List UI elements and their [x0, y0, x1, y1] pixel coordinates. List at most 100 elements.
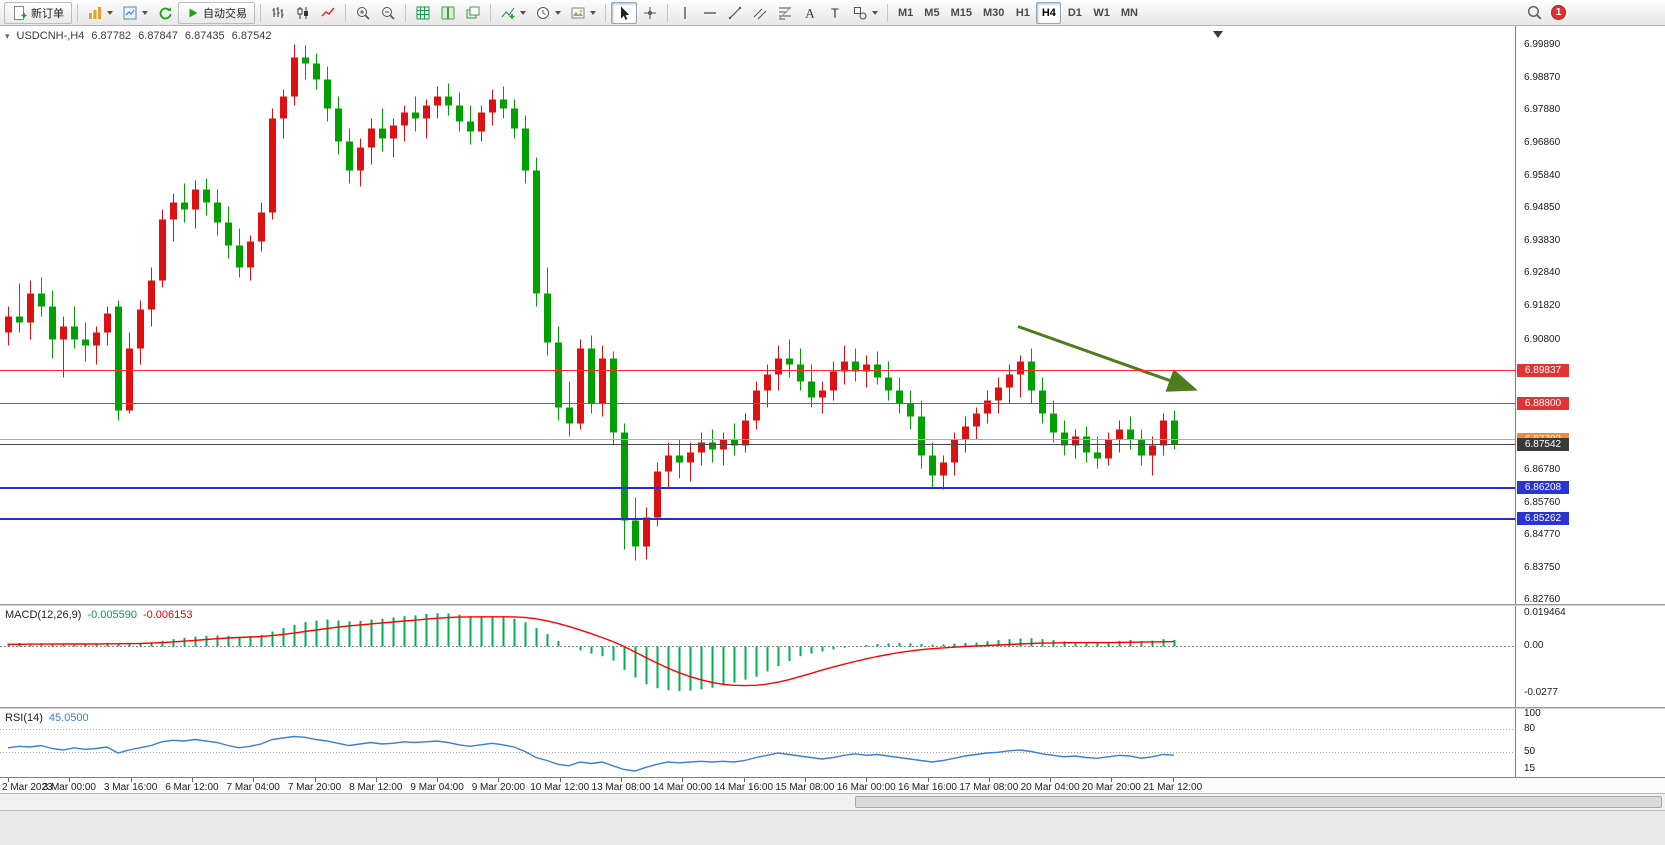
chevron-down-icon [872, 10, 878, 15]
price-axis-label: 6.82760 [1524, 593, 1561, 605]
time-axis-tick [989, 778, 990, 782]
cursor-icon [621, 6, 630, 20]
new-order-label: 新订单 [31, 7, 64, 20]
one-click-trading-toggle[interactable]: ▾ [5, 30, 10, 41]
candlestick-chart-button[interactable] [291, 2, 315, 24]
timeframe-button-m15[interactable]: M15 [946, 2, 977, 24]
zoom-out-button[interactable] [376, 2, 400, 24]
chevron-down-icon [555, 10, 561, 15]
time-axis-label: 21 Mar 12:00 [1143, 782, 1203, 793]
time-axis-tick [131, 778, 132, 782]
bar-chart-button[interactable] [266, 2, 290, 24]
horizontal-level-line[interactable] [0, 517, 1515, 520]
price-axis-badge: 6.86208 [1517, 481, 1569, 494]
timeframe-button-h4[interactable]: H4 [1036, 1, 1062, 24]
crosshair-tool-button[interactable] [638, 2, 662, 24]
timeframe-group: M1 M5 M15 M30 H1 H4 D1 W1 MN [893, 1, 1143, 24]
templates-button[interactable] [566, 2, 600, 24]
shapes-tool-button[interactable] [848, 2, 882, 24]
new-order-button[interactable]: 新订单 [4, 1, 72, 24]
text-tool-button[interactable]: A [798, 2, 822, 24]
time-axis-tick [621, 778, 622, 782]
notification-badge[interactable]: 1 [1551, 5, 1566, 20]
line-chart-icon [321, 7, 335, 17]
grid-button[interactable] [411, 2, 435, 24]
time-axis-label: 8 Mar 12:00 [349, 782, 403, 793]
price-axis[interactable]: 6.99890 6.98870 6.97880 6.96860 6.95840 6.948… [1515, 26, 1665, 777]
timeframe-button-w1[interactable]: W1 [1088, 2, 1115, 24]
price-axis-label: 6.93830 [1524, 234, 1561, 246]
time-axis[interactable]: 2 Mar 2023 3 Mar 00:00 3 Mar 16:00 6 Mar 12… [0, 777, 1665, 793]
timeframe-button-m1[interactable]: M1 [893, 2, 918, 24]
time-axis-tick [437, 778, 438, 782]
cascade-windows-button[interactable] [461, 2, 485, 24]
rsi-name: RSI(14) [5, 712, 43, 724]
chevron-down-icon [520, 10, 526, 15]
vertical-line-tool-button[interactable] [673, 2, 697, 24]
open-value: 6.87782 [91, 30, 132, 42]
new-chart-button[interactable] [83, 2, 117, 24]
current-price-line[interactable] [0, 444, 1515, 445]
timeframe-button-h1[interactable]: H1 [1010, 2, 1035, 24]
horizontal-scrollbar[interactable] [0, 793, 1665, 810]
level-lines-layer [0, 26, 1515, 604]
chart-shift-marker[interactable] [1213, 31, 1223, 38]
macd-label: MACD(12,26,9) -0.005590 -0.006153 [5, 609, 193, 621]
time-axis-tick [8, 778, 9, 782]
cursor-tool-button[interactable] [611, 1, 637, 24]
chevron-down-icon [590, 10, 596, 15]
zoom-in-button[interactable] [351, 2, 375, 24]
scrollbar-thumb[interactable] [855, 796, 1662, 808]
time-axis-tick [1173, 778, 1174, 782]
main-toolbar: 新订单 自动交易 [0, 0, 1665, 26]
time-axis-tick [315, 778, 316, 782]
refresh-button[interactable] [153, 2, 177, 24]
candlestick-chart-pane[interactable]: ▾ USDCNH-,H4 6.87782 6.87847 6.87435 6.8… [0, 26, 1515, 604]
price-axis-badge: 6.89837 [1517, 364, 1569, 377]
channel-icon [753, 8, 767, 19]
timeframe-button-mn[interactable]: MN [1116, 2, 1143, 24]
pane-separator[interactable] [0, 707, 1665, 709]
time-axis-label: 3 Mar 16:00 [103, 782, 158, 793]
horizontal-level-line[interactable] [0, 403, 1515, 404]
macd-pane[interactable]: MACD(12,26,9) -0.005590 -0.006153 [0, 606, 1515, 707]
price-axis-label: 6.86780 [1524, 463, 1561, 475]
zoom-in-icon [357, 6, 370, 20]
rsi-value: 45.0500 [48, 712, 89, 724]
horizontal-line-tool-button[interactable] [698, 2, 722, 24]
macd-plot[interactable] [0, 606, 1515, 707]
profiles-button[interactable] [118, 2, 152, 24]
timeframe-button-m30[interactable]: M30 [978, 2, 1009, 24]
price-axis-label: 6.98870 [1524, 71, 1561, 83]
horizontal-level-line[interactable] [0, 439, 1515, 440]
new-order-icon [14, 5, 27, 20]
search-icon[interactable] [1526, 4, 1543, 21]
tile-windows-button[interactable] [436, 2, 460, 24]
rsi-pane[interactable]: RSI(14) 45.0500 [0, 709, 1515, 777]
auto-trading-button[interactable]: 自动交易 [178, 1, 255, 24]
time-axis-tick [1050, 778, 1051, 782]
time-axis-label: 16 Mar 16:00 [898, 782, 957, 793]
label-tool-button[interactable]: T [823, 2, 847, 24]
crosshair-icon [644, 6, 656, 19]
timeframe-button-m5[interactable]: M5 [919, 2, 944, 24]
channel-tool-button[interactable] [748, 2, 772, 24]
horizontal-level-line[interactable] [0, 370, 1515, 371]
rsi-plot[interactable] [0, 709, 1515, 777]
zoom-out-icon [382, 6, 395, 20]
line-chart-button[interactable] [316, 2, 340, 24]
fibonacci-tool-button[interactable] [773, 2, 797, 24]
pane-separator[interactable] [0, 604, 1665, 606]
macd-axis-label: 0.00 [1524, 640, 1544, 651]
chevron-down-icon [142, 10, 148, 15]
periods-button[interactable] [531, 2, 565, 24]
time-axis-tick [744, 778, 745, 782]
horizontal-level-line[interactable] [0, 486, 1515, 489]
trendline-tool-button[interactable] [723, 2, 747, 24]
time-axis-tick [682, 778, 683, 782]
text-icon: A [805, 5, 815, 20]
time-axis-tick [69, 778, 70, 782]
toolbar-separator [260, 3, 261, 22]
indicators-button[interactable] [496, 2, 530, 24]
timeframe-button-d1[interactable]: D1 [1062, 2, 1087, 24]
